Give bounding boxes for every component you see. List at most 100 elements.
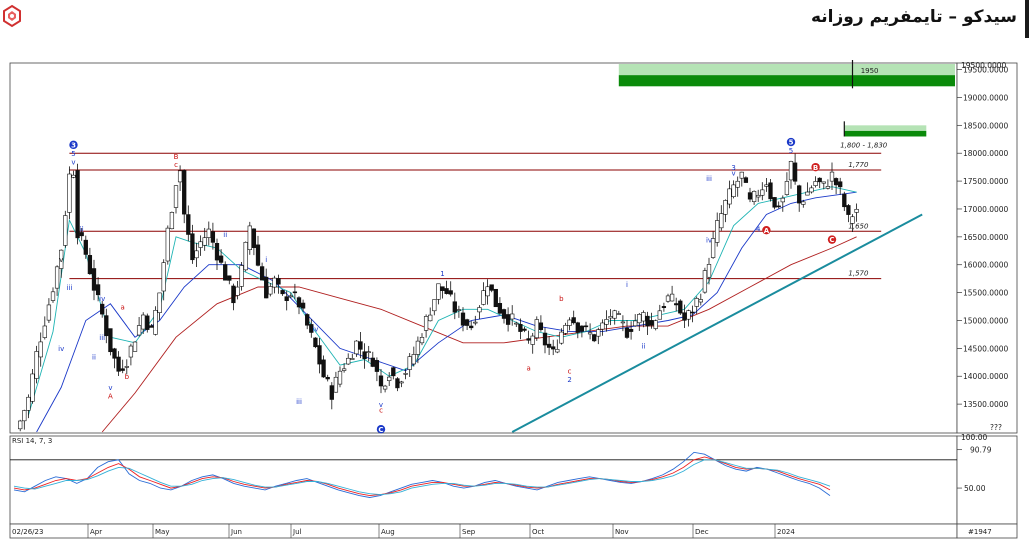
price-top-label: 19500.0000 bbox=[961, 61, 1007, 70]
candle-body bbox=[493, 288, 498, 308]
trendline bbox=[511, 213, 923, 433]
wave-label: 3 bbox=[731, 164, 735, 172]
wave-label: b bbox=[125, 373, 130, 381]
candle-body bbox=[587, 332, 593, 335]
candle-body bbox=[497, 303, 503, 314]
candle-body bbox=[604, 319, 609, 325]
candle-body bbox=[436, 283, 441, 300]
candle-body bbox=[641, 312, 646, 322]
candle-body bbox=[645, 315, 650, 327]
wave-label-circle bbox=[762, 225, 771, 235]
wave-label: i bbox=[626, 281, 628, 289]
candle-body bbox=[202, 237, 207, 246]
candle-body bbox=[448, 290, 453, 295]
wave-label: 5 bbox=[71, 150, 75, 158]
candle-body bbox=[534, 319, 539, 339]
candle-body bbox=[366, 351, 371, 353]
candle-body bbox=[481, 290, 486, 305]
price-axis-label: 14500.0000 bbox=[963, 344, 1009, 353]
candle-body bbox=[329, 385, 334, 400]
candle-body bbox=[321, 359, 326, 378]
candle-body bbox=[387, 376, 392, 381]
candle-body bbox=[173, 185, 179, 208]
candle-body bbox=[432, 299, 437, 312]
candle-body bbox=[132, 341, 138, 352]
candle-body bbox=[628, 329, 634, 332]
price-axis-label: 14000.0000 bbox=[963, 372, 1009, 381]
date-axis-label: Sep bbox=[462, 528, 476, 536]
candle-body bbox=[210, 231, 216, 243]
candle-body bbox=[350, 358, 355, 360]
candle-body bbox=[850, 216, 855, 224]
rsi-series-2 bbox=[13, 456, 831, 497]
wave-label: iv bbox=[58, 345, 64, 353]
target-zone-upper bbox=[844, 125, 927, 131]
price-axis-label: 17500.0000 bbox=[963, 177, 1009, 186]
candle-body bbox=[821, 181, 826, 184]
candle-body bbox=[169, 212, 175, 230]
price-axis-label: 16500.0000 bbox=[963, 233, 1009, 242]
candle-body bbox=[596, 329, 601, 337]
date-axis-label: 2024 bbox=[777, 528, 795, 536]
candle-body bbox=[833, 178, 839, 186]
candle-body bbox=[235, 286, 240, 296]
price-axis-label: 18000.0000 bbox=[963, 149, 1009, 158]
candle-body bbox=[108, 328, 113, 353]
candle-body bbox=[735, 180, 740, 188]
rsi-panel-frame bbox=[9, 435, 958, 525]
candle-body bbox=[239, 265, 244, 287]
wave-label: 4 bbox=[756, 225, 761, 233]
price-axis-label: 17000.0000 bbox=[963, 205, 1009, 214]
candle-body bbox=[419, 337, 425, 344]
wave-label: iv bbox=[312, 326, 318, 334]
candle-body bbox=[95, 284, 101, 296]
candle-body bbox=[555, 349, 560, 353]
candle-body bbox=[838, 181, 843, 188]
candle-body bbox=[300, 302, 306, 309]
candle-body bbox=[825, 186, 831, 189]
candle-body bbox=[395, 378, 400, 389]
candle-body bbox=[817, 177, 822, 183]
candle-body bbox=[71, 174, 76, 178]
level-label: 1,650 bbox=[848, 222, 869, 230]
candle-body bbox=[382, 385, 388, 390]
candle-body bbox=[567, 319, 572, 326]
candle-body bbox=[50, 291, 56, 301]
candle-body bbox=[485, 286, 490, 297]
candle-body bbox=[686, 310, 691, 320]
candle-body bbox=[399, 381, 404, 384]
date-axis-label: Jul bbox=[292, 528, 302, 536]
wave-label: C bbox=[829, 236, 834, 244]
candle-body bbox=[522, 328, 527, 331]
candle-body bbox=[428, 314, 433, 322]
candle-body bbox=[309, 324, 314, 333]
wave-label: ii bbox=[641, 342, 645, 350]
candle-body bbox=[112, 348, 117, 359]
wave-label: a bbox=[526, 365, 530, 373]
wave-label: c bbox=[568, 367, 572, 375]
candle-body bbox=[407, 356, 412, 370]
wave-label: 2 bbox=[567, 376, 571, 384]
candle-body bbox=[243, 241, 248, 271]
rsi-title: RSI 14, 7, 3 bbox=[12, 437, 52, 445]
candle-body bbox=[305, 314, 310, 326]
candle-body bbox=[690, 311, 695, 314]
candle-body bbox=[477, 307, 482, 313]
company-logo-icon bbox=[0, 0, 24, 36]
candle-body bbox=[218, 255, 224, 263]
candle-body bbox=[505, 314, 511, 325]
candle-body bbox=[464, 319, 470, 326]
candle-body bbox=[633, 320, 638, 327]
candle-body bbox=[292, 291, 298, 294]
wave-label-circle bbox=[786, 137, 796, 147]
wave-label-circle bbox=[811, 162, 820, 172]
candle-body bbox=[415, 340, 421, 355]
candle-body bbox=[751, 190, 757, 202]
wave-label: ii bbox=[223, 231, 227, 239]
candle-body bbox=[354, 340, 359, 355]
candle-body bbox=[702, 270, 708, 293]
candle-body bbox=[296, 297, 302, 308]
candle-body bbox=[22, 410, 27, 422]
price-panel-frame bbox=[9, 62, 958, 434]
